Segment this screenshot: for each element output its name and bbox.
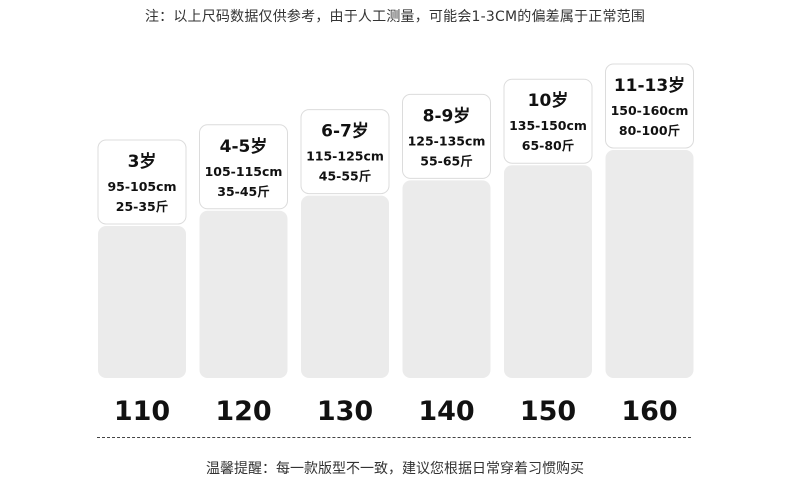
age-label: 11-13岁: [614, 75, 685, 96]
size-bar: [504, 165, 592, 378]
size-note: 注：以上尺码数据仅供参考，由于人工测量，可能会1-3CM的偏差属于正常范围: [144, 9, 646, 25]
age-label: 8-9岁: [423, 105, 471, 126]
height-label: 115-125cm: [306, 149, 384, 164]
height-label: 105-115cm: [205, 164, 283, 179]
height-label: 125-135cm: [408, 133, 486, 148]
dashed-divider: [97, 437, 691, 438]
size-card: [503, 78, 593, 164]
size-card: [199, 124, 288, 210]
age-label: 10岁: [528, 90, 569, 111]
weight-label: 55-65斤: [420, 153, 472, 168]
size-bar: [98, 226, 186, 378]
weight-label: 65-80斤: [522, 138, 574, 153]
size-bar: [199, 210, 288, 378]
size-label: 160: [621, 396, 677, 427]
size-label: 150: [520, 396, 576, 427]
size-card: [300, 109, 390, 195]
height-label: 135-150cm: [509, 118, 587, 133]
age-label: 4-5岁: [220, 136, 268, 157]
size-card: [402, 93, 491, 179]
age-label: 6-7岁: [321, 121, 369, 142]
size-label: 140: [418, 396, 474, 427]
weight-label: 25-35斤: [116, 199, 168, 214]
size-bar: [402, 180, 491, 378]
size-bar: [605, 150, 694, 378]
weight-label: 35-45斤: [217, 184, 269, 199]
weight-label: 80-100斤: [619, 123, 680, 138]
size-bar: [301, 195, 389, 378]
age-label: 3岁: [128, 151, 157, 172]
weight-label: 45-55斤: [319, 169, 371, 184]
size-label: 120: [215, 396, 271, 427]
size-label: 110: [114, 396, 170, 427]
height-label: 150-160cm: [611, 103, 689, 118]
fit-tip: 温馨提醒：每一款版型不一致，建议您根据日常穿着习惯购买: [206, 461, 584, 477]
size-card: [605, 63, 694, 149]
size-label: 130: [317, 396, 373, 427]
size-card: [97, 139, 187, 225]
height-label: 95-105cm: [107, 179, 176, 194]
